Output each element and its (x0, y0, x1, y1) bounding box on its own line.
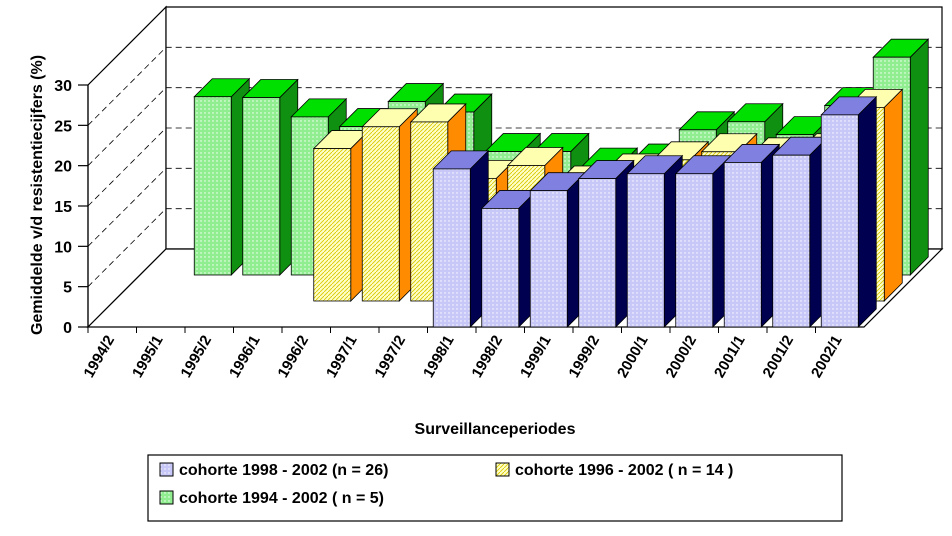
grid-line (87, 127, 942, 207)
bar (578, 178, 617, 328)
x-tick-label: 1997/2 (371, 333, 409, 381)
x-tick-label: 1996/2 (274, 333, 312, 381)
bar (675, 173, 714, 328)
bar (529, 190, 568, 328)
x-tick-label: 2001/1 (711, 333, 749, 381)
bar (820, 114, 859, 328)
bar (626, 173, 665, 328)
y-tick-label: 5 (63, 280, 72, 297)
bar (772, 154, 811, 328)
bar (723, 162, 762, 328)
bar (193, 96, 232, 276)
grid (87, 6, 942, 287)
bars (193, 38, 930, 328)
x-tick-label: 1996/1 (226, 333, 264, 381)
bar (242, 97, 281, 276)
x-tick-label: 1999/2 (565, 333, 603, 381)
legend-label: cohorte 1998 - 2002 (n = 26) (179, 462, 388, 479)
legend-box (147, 454, 843, 522)
y-tick-label: 30 (54, 78, 72, 95)
grid-line (87, 167, 942, 247)
y-tick-label: 0 (63, 320, 72, 337)
x-tick-label: 1998/2 (468, 333, 506, 381)
x-tick-label: 2001/2 (759, 333, 797, 381)
y-tick-label: 25 (54, 118, 72, 135)
bar-side (909, 38, 929, 276)
y-tick-label: 15 (54, 199, 72, 216)
bar (432, 168, 471, 328)
x-tick-label: 2002/1 (808, 333, 846, 381)
grid-line (87, 6, 942, 86)
bar-side (857, 95, 877, 328)
legend-label: cohorte 1996 - 2002 ( n = 14 ) (515, 462, 733, 479)
series (432, 95, 878, 328)
grid-line (87, 46, 942, 126)
bar (481, 208, 520, 328)
x-tick-label: 1998/1 (420, 333, 458, 381)
bar-side (883, 88, 903, 302)
x-tick-label: 1995/2 (177, 333, 215, 381)
x-tick-label: 1997/1 (323, 333, 361, 381)
y-axis-title: Gemiddelde v/d resistentiecijfers (%) (29, 55, 46, 335)
bar (313, 148, 352, 302)
y-tick-label: 20 (54, 159, 72, 176)
x-axis-title: Surveillanceperiodes (415, 421, 576, 438)
legend: cohorte 1998 - 2002 (n = 26) cohorte 1996… (159, 462, 733, 507)
bar (361, 126, 400, 302)
y-tick-label: 10 (54, 239, 72, 256)
x-tick-label: 1994/2 (80, 333, 118, 381)
x-tick-label: 2000/2 (662, 333, 700, 381)
legend-swatch (159, 462, 174, 477)
legend-label: cohorte 1994 - 2002 ( n = 5) (179, 490, 384, 507)
x-tick-label: 2000/1 (614, 333, 652, 381)
legend-swatch (159, 490, 174, 505)
x-tick-label: 1999/1 (517, 333, 555, 381)
grid-line (87, 87, 942, 166)
legend-swatch (495, 462, 510, 477)
grid-line (87, 208, 942, 287)
x-tick-label: 1995/1 (129, 333, 167, 381)
